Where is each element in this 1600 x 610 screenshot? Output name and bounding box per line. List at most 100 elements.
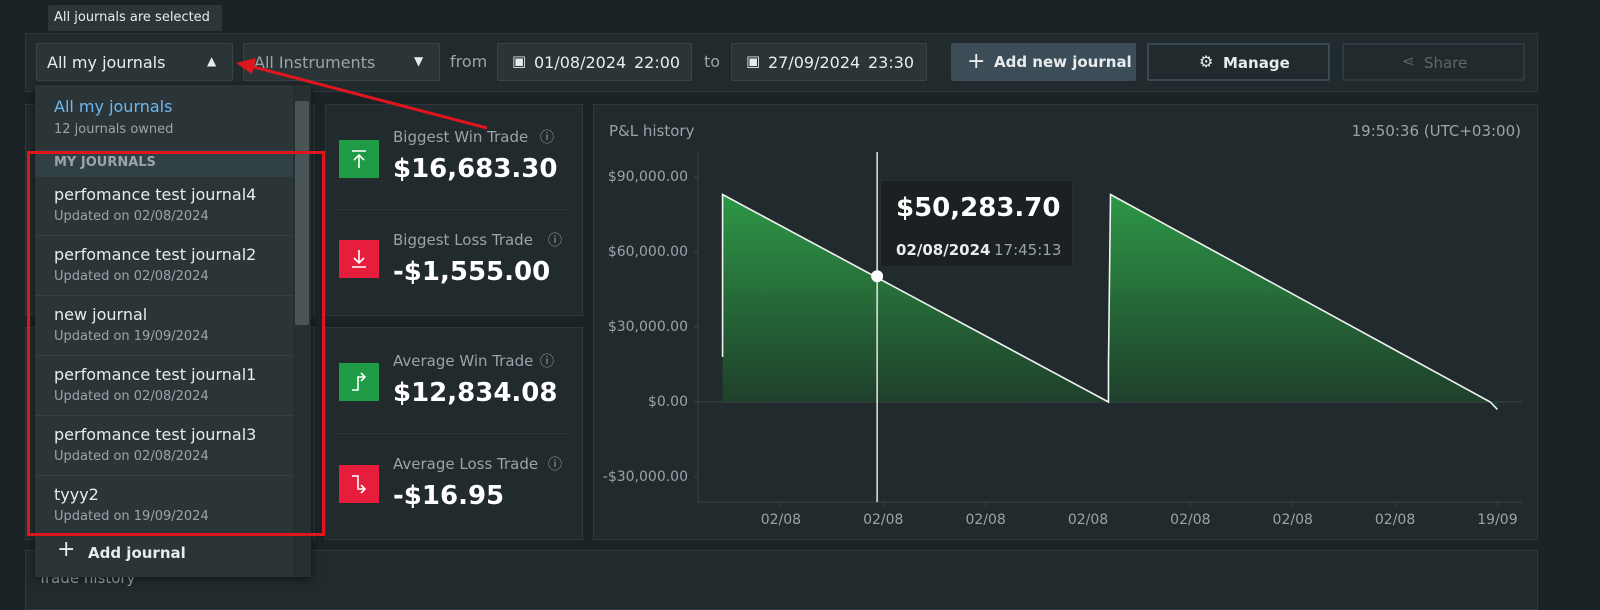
- y-tick-label: $30,000.00: [608, 319, 688, 335]
- info-icon: ⓘ: [540, 354, 554, 370]
- journal-name[interactable]: perfomance test journal2: [54, 245, 257, 264]
- to-label: to: [704, 52, 721, 71]
- from-time-text: 22:00: [634, 53, 681, 72]
- section-title: MY JOURNALS: [54, 155, 156, 170]
- line: [721, 193, 1499, 411]
- avg-win-icon: [339, 363, 379, 401]
- divider: [35, 355, 293, 356]
- y-tick-label: -$30,000.00: [603, 469, 688, 485]
- divider: [338, 209, 570, 210]
- divider: [35, 415, 293, 416]
- plus-icon: +: [967, 49, 986, 74]
- dropdown-subtitle: 12 journals owned: [54, 122, 174, 137]
- tooltip-text: All journals are selected: [54, 10, 210, 25]
- from-date[interactable]: ▣ 01/08/2024 22:00: [497, 43, 692, 81]
- stats-panel: [325, 104, 583, 316]
- to-date-text: 27/09/2024: [768, 53, 861, 72]
- from-label: from: [450, 52, 488, 71]
- arrow-down: [352, 475, 367, 494]
- journal-name[interactable]: perfomance test journal3: [54, 425, 257, 444]
- journal-name[interactable]: perfomance test journal4: [54, 185, 257, 204]
- info-icon: ⓘ: [548, 457, 562, 473]
- x-tick-label: 02/08: [761, 512, 801, 528]
- stat-label: Biggest Loss Trade: [393, 231, 533, 249]
- divider: [35, 235, 293, 236]
- section-header: MY JOURNALS: [35, 150, 293, 177]
- journal-updated: Updated on 02/08/2024: [54, 389, 209, 404]
- gear-icon: ⚙: [1199, 52, 1214, 71]
- journal-name[interactable]: tyyy2: [54, 485, 99, 504]
- chart-title: P&L history: [609, 122, 695, 140]
- stat-value: -$16.95: [393, 481, 505, 511]
- dropdown-title[interactable]: All my journals: [54, 97, 173, 116]
- x-tick-label: 02/08: [863, 512, 903, 528]
- journal-select-text: All my journals: [47, 53, 166, 72]
- share-text: Share: [1424, 54, 1468, 72]
- chart-time: 19:50:36 (UTC+03:00): [1351, 122, 1521, 140]
- from-date-text: 01/08/2024: [534, 53, 627, 72]
- journal-name[interactable]: perfomance test journal1: [54, 365, 257, 384]
- journal-select[interactable]: All my journals ▲: [36, 43, 233, 81]
- journal-updated: Updated on 02/08/2024: [54, 449, 209, 464]
- journal-updated: Updated on 02/08/2024: [54, 269, 209, 284]
- highlight-box: [27, 151, 325, 536]
- scrollbar-thumb: [295, 101, 309, 325]
- stat-value: $16,683.30: [393, 154, 558, 184]
- stats-panel: [325, 327, 583, 540]
- win-icon: [339, 140, 379, 178]
- avg-loss-icon: [339, 465, 379, 503]
- loss-icon: [339, 240, 379, 278]
- dropdown: All my journals 12 journals owned MY JOU…: [35, 85, 311, 577]
- instrument-select-text: All Instruments: [254, 53, 376, 72]
- tooltip: All journals are selected: [48, 5, 222, 31]
- journal-updated: Updated on 02/08/2024: [54, 209, 209, 224]
- to-date[interactable]: ▣ 27/09/2024 23:30: [731, 43, 927, 81]
- divider: [338, 433, 570, 434]
- arrow-down: [352, 250, 366, 268]
- x-tick-label: 02/08: [1375, 512, 1415, 528]
- calendar-icon: ▣: [512, 52, 527, 70]
- divider: [35, 475, 293, 476]
- stat-value: $12,834.08: [393, 378, 558, 408]
- y-tick-label: $0.00: [648, 394, 688, 410]
- x-tick-label: 02/08: [1068, 512, 1108, 528]
- arrow-up: [352, 372, 367, 391]
- x-tick-label: 02/08: [1273, 512, 1313, 528]
- hover-point: [871, 270, 884, 283]
- info-icon: ⓘ: [548, 233, 562, 249]
- manage-button[interactable]: ⚙ Manage: [1147, 43, 1330, 81]
- journal-updated: Updated on 19/09/2024: [54, 329, 209, 344]
- arrow-up: [352, 150, 366, 168]
- add-journal-text: Add new journal: [994, 53, 1132, 71]
- plus-icon: +: [57, 537, 76, 562]
- stat-label: Average Loss Trade: [393, 455, 539, 473]
- hover-date: 02/08/2024: [896, 241, 991, 259]
- x-tick-label: 02/08: [965, 512, 1005, 528]
- add-journal-link[interactable]: Add journal: [88, 544, 186, 562]
- y-tick-label: $90,000.00: [608, 169, 688, 185]
- stat-label: Average Win Trade: [393, 352, 534, 370]
- caret-down: ▼: [414, 54, 424, 68]
- info-icon: ⓘ: [540, 130, 554, 146]
- x-tick-label: 19/09: [1477, 512, 1517, 528]
- caret-up: ▲: [207, 54, 217, 68]
- add-journal-button[interactable]: + Add new journal: [951, 43, 1136, 81]
- y-tick-label: $60,000.00: [608, 244, 688, 260]
- calendar-icon: ▣: [746, 52, 761, 70]
- hover-tooltip: $50,283.70 02/08/2024 17:45:13: [880, 180, 1073, 267]
- journal-name[interactable]: new journal: [54, 305, 148, 324]
- chart: -$30,000.00 $0.00 $30,000.00 $60,000.00 $90,…: [603, 152, 1522, 528]
- share-icon: ⋖: [1402, 52, 1415, 70]
- stat-value: -$1,555.00: [393, 257, 551, 287]
- to-time-text: 23:30: [868, 53, 915, 72]
- instrument-select[interactable]: All Instruments ▼: [243, 43, 440, 81]
- x-tick-label: 02/08: [1170, 512, 1210, 528]
- hover-value: $50,283.70: [896, 193, 1061, 223]
- annotation-arrow: [236, 58, 488, 130]
- stat-label: Biggest Win Trade: [393, 128, 529, 146]
- manage-text: Manage: [1223, 54, 1290, 72]
- hover-time: 17:45:13: [994, 241, 1062, 259]
- share-button[interactable]: ⋖ Share: [1342, 43, 1525, 81]
- journal-updated: Updated on 19/09/2024: [54, 509, 209, 524]
